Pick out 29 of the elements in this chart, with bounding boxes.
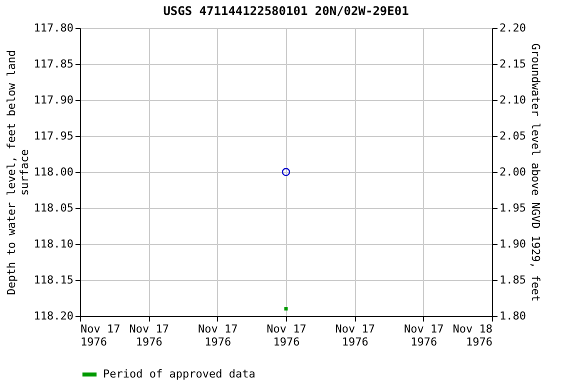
y-tick-label: 118.05	[34, 202, 74, 214]
y2-tick-label: 1.95	[500, 202, 526, 214]
y2-tick-label: 2.20	[500, 22, 526, 34]
x-tick-label: Nov 17 1976	[266, 322, 306, 348]
x-tick-label: Nov 17 1976	[129, 322, 170, 348]
y2-tick-label: 1.80	[500, 310, 526, 322]
x-tick-label: Nov 17 1976	[80, 322, 120, 348]
y2-tick-label: 2.15	[500, 58, 526, 70]
legend-label: Period of approved data	[103, 368, 256, 380]
x-tick-label: Nov 17 1976	[198, 322, 238, 348]
y-tick-label: 118.15	[34, 274, 74, 286]
y-axis-title: Depth to water level, feet below land surface	[4, 50, 31, 296]
y2-tick-label: 2.00	[500, 166, 526, 178]
y-tick-label: 118.10	[34, 238, 74, 250]
y2-tick-label: 1.85	[500, 274, 526, 286]
chart-title: USGS 471144122580101 20N/02W-29E01	[163, 4, 409, 18]
y2-axis-title: Groundwater level above NGVD 1929, feet	[528, 43, 542, 302]
x-tick-label: Nov 17 1976	[404, 322, 444, 348]
y-tick-label: 117.85	[34, 58, 74, 70]
y-tick-label: 118.00	[34, 166, 74, 178]
y-tick-label: 117.80	[34, 22, 74, 34]
y-tick-label: 118.20	[34, 310, 74, 322]
y2-tick-label: 2.10	[500, 94, 526, 106]
x-tick-label: Nov 17 1976	[335, 322, 376, 348]
y-tick-label: 117.95	[34, 130, 74, 142]
y2-tick-label: 1.90	[500, 238, 526, 250]
y-tick-label: 117.90	[34, 94, 74, 106]
y2-tick-label: 2.05	[500, 130, 526, 142]
x-tick-label: Nov 18 1976	[452, 322, 492, 348]
